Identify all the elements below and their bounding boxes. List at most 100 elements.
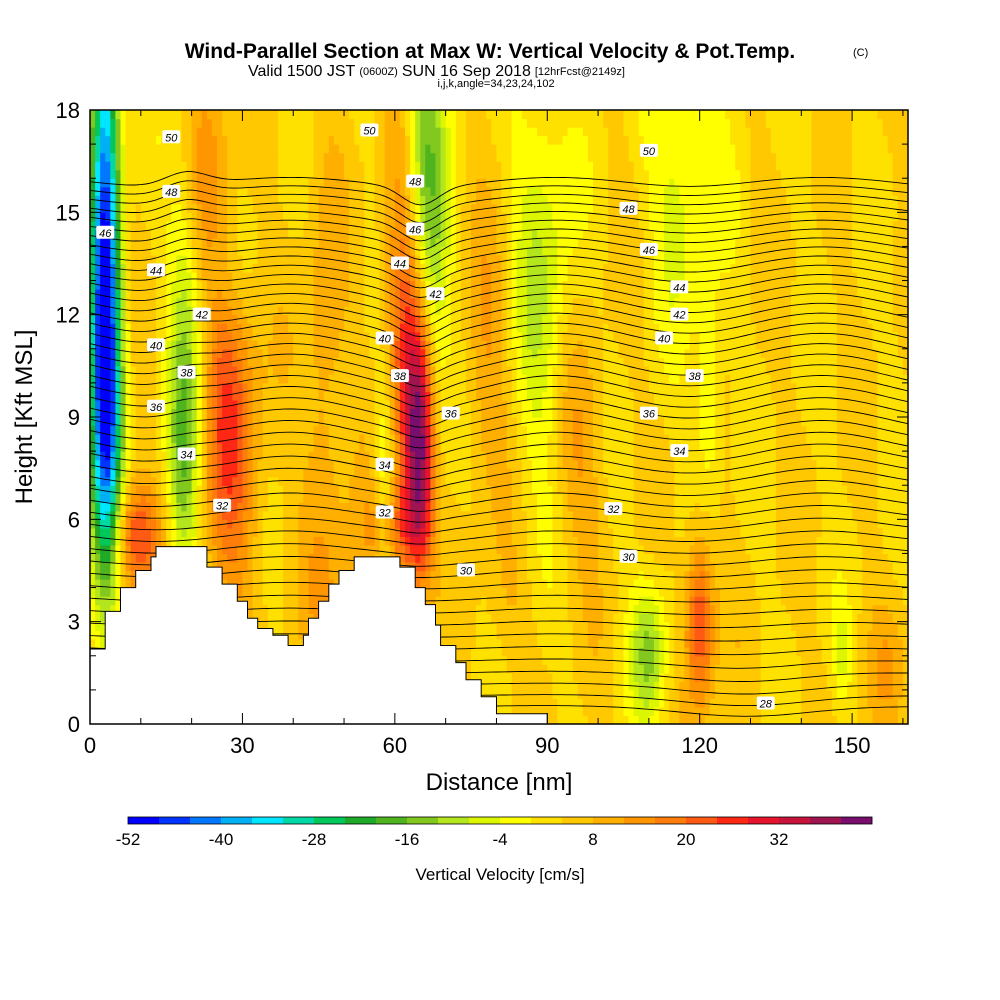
field-cell [288, 502, 294, 512]
field-cell [308, 553, 315, 563]
field-cell [125, 178, 132, 188]
field-cell [90, 169, 96, 179]
field-cell [399, 399, 406, 410]
field-cell [100, 186, 106, 196]
field-cell [323, 127, 330, 137]
field-cell [135, 451, 142, 461]
field-cell [196, 399, 203, 410]
field-cell [430, 579, 437, 589]
field-cell [318, 544, 325, 555]
field-cell [115, 254, 122, 265]
field-cell [298, 408, 304, 418]
field-cell [217, 220, 223, 230]
field-cell [344, 468, 350, 478]
field-cell [394, 408, 401, 418]
field-cell [125, 272, 132, 282]
field-cell [110, 519, 116, 529]
field-cell [369, 280, 376, 290]
field-cell [405, 425, 411, 435]
field-cell [120, 323, 127, 333]
field-cell [150, 118, 157, 128]
field-cell [379, 382, 386, 393]
field-cell [171, 323, 177, 333]
field-cell [171, 229, 177, 239]
field-cell [435, 297, 442, 307]
field-cell [410, 417, 416, 427]
field-cell [211, 110, 218, 120]
field-cell [293, 229, 299, 239]
field-cell [344, 178, 350, 188]
field-cell [435, 246, 442, 256]
field-cell [298, 161, 304, 171]
field-cell [161, 451, 167, 461]
field-cell [303, 220, 310, 230]
field-cell [176, 246, 183, 256]
field-cell [323, 203, 330, 213]
field-cell [247, 468, 254, 478]
field-cell [125, 297, 132, 307]
field-cell [186, 152, 193, 162]
field-cell [150, 510, 157, 520]
field-cell [283, 110, 289, 120]
field-cell [369, 289, 376, 299]
field-cell [130, 510, 137, 520]
field-cell [435, 169, 442, 179]
field-cell [90, 510, 96, 520]
field-cell [323, 502, 330, 512]
field-cell [176, 399, 183, 410]
field-cell [410, 519, 416, 529]
field-cell [354, 331, 360, 341]
field-cell [293, 314, 299, 324]
field-cell [247, 561, 254, 572]
field-cell [252, 161, 259, 171]
field-cell [145, 365, 152, 375]
field-cell [166, 365, 172, 375]
field-cell [100, 527, 106, 537]
field-cell [206, 195, 213, 205]
field-cell [344, 280, 350, 290]
field-cell [283, 434, 289, 444]
field-cell [105, 476, 111, 486]
field-cell [369, 323, 376, 333]
field-cell [100, 399, 106, 410]
field-cell [252, 613, 259, 623]
field-cell [161, 502, 167, 512]
field-cell [354, 186, 360, 196]
field-cell [425, 263, 432, 273]
field-cell [95, 519, 101, 529]
field-cell [303, 527, 310, 537]
field-cell [298, 536, 304, 546]
field-cell [349, 195, 355, 205]
field-cell [105, 135, 111, 145]
field-cell [288, 118, 294, 128]
field-cell [308, 186, 315, 196]
field-cell [420, 459, 426, 469]
field-cell [272, 118, 279, 128]
field-cell [338, 374, 345, 384]
field-cell [272, 613, 279, 623]
field-cell [120, 340, 127, 350]
field-cell [308, 536, 315, 546]
field-cell [277, 493, 284, 503]
field-cell [227, 110, 233, 120]
field-cell [267, 468, 274, 478]
field-cell [430, 451, 437, 461]
field-cell [232, 169, 238, 179]
field-cell [349, 280, 355, 290]
field-cell [303, 391, 310, 401]
field-cell [344, 399, 350, 410]
field-cell [90, 604, 96, 614]
field-cell [369, 246, 376, 256]
field-cell [349, 254, 355, 265]
field-cell [161, 254, 167, 265]
field-cell [176, 280, 183, 290]
field-cell [135, 553, 142, 563]
field-cell [186, 161, 193, 171]
field-cell [252, 110, 259, 120]
field-cell [105, 348, 111, 358]
field-cell [237, 417, 244, 427]
field-cell [333, 579, 340, 589]
field-cell [237, 587, 244, 597]
field-cell [405, 280, 411, 290]
field-cell [359, 289, 365, 299]
